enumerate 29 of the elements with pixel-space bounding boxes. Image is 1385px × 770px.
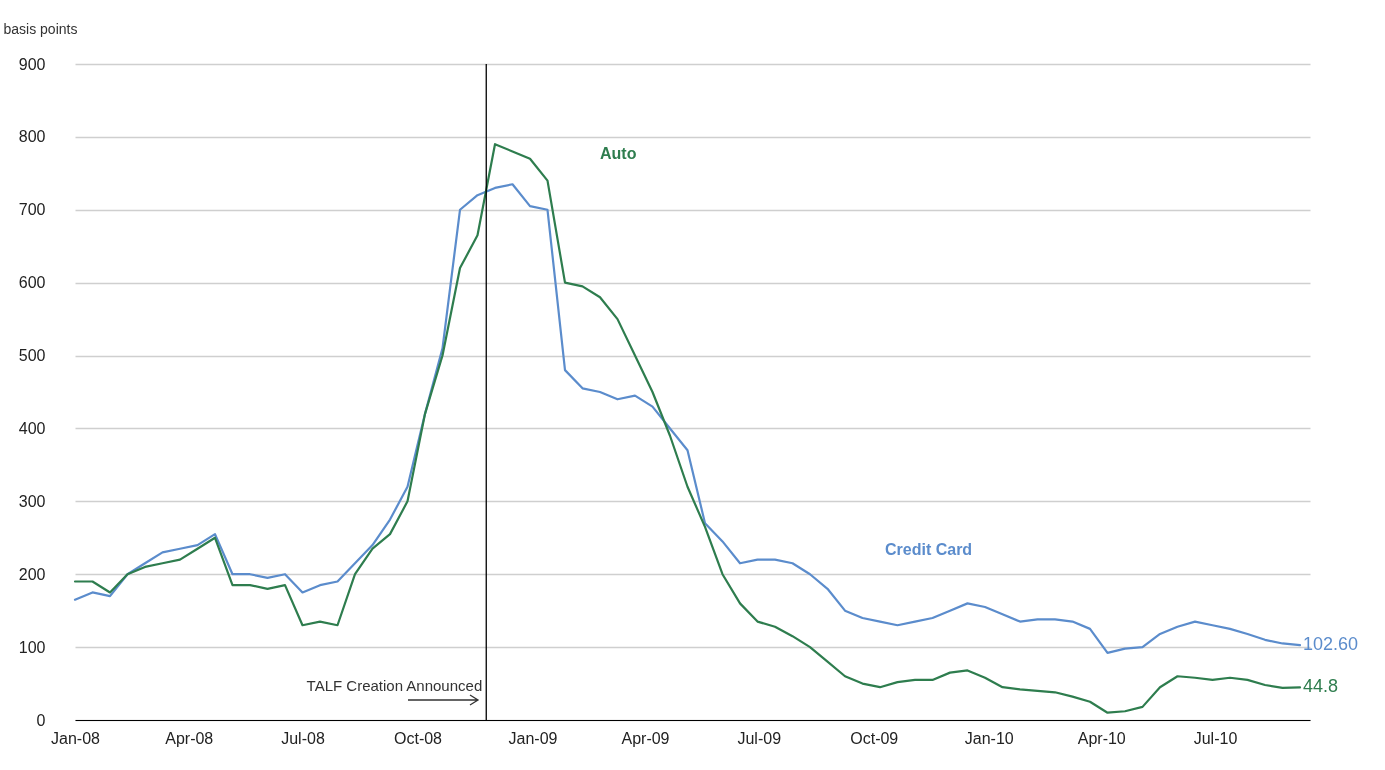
- text: Auto: [600, 145, 637, 163]
- ref-line-label: TALF Creation Announced: [306, 677, 483, 694]
- y-tick-label: 900: [18, 55, 46, 73]
- x-tick-label: Apr-08: [165, 729, 214, 747]
- x-tick-label: Apr-10: [1077, 729, 1126, 747]
- data-label: 44.8: [1303, 676, 1339, 697]
- line-series: [73, 183, 1302, 655]
- x-tick-label: Jan-10: [964, 729, 1014, 747]
- y-tick-label: 700: [18, 201, 46, 219]
- x-tick-label: Jul-08: [281, 729, 325, 747]
- y-tick-label: 100: [18, 638, 46, 656]
- x-tick-label: Jan-09: [508, 729, 558, 747]
- line-series: [73, 143, 1302, 714]
- x-tick-label: Jul-09: [737, 729, 782, 747]
- y-tick-label: 800: [18, 128, 46, 146]
- y-tick-label: 200: [18, 565, 46, 583]
- x-tick-label: Jan-08: [51, 729, 101, 747]
- y-axis-title: basis points: [3, 20, 78, 37]
- y-tick-label: 500: [18, 347, 46, 365]
- x-tick-label: Oct-08: [393, 729, 443, 747]
- x-tick-label: Jul-10: [1193, 729, 1238, 747]
- text: Credit Card: [885, 540, 973, 558]
- x-tick-label: Oct-09: [850, 729, 899, 747]
- y-tick-label: 300: [18, 492, 46, 510]
- x-tick-label: Apr-09: [621, 729, 670, 747]
- y-tick-label: 0: [36, 711, 46, 729]
- y-tick-label: 600: [18, 274, 46, 292]
- data-label: 102.60: [1303, 634, 1359, 655]
- y-tick-label: 400: [18, 419, 46, 437]
